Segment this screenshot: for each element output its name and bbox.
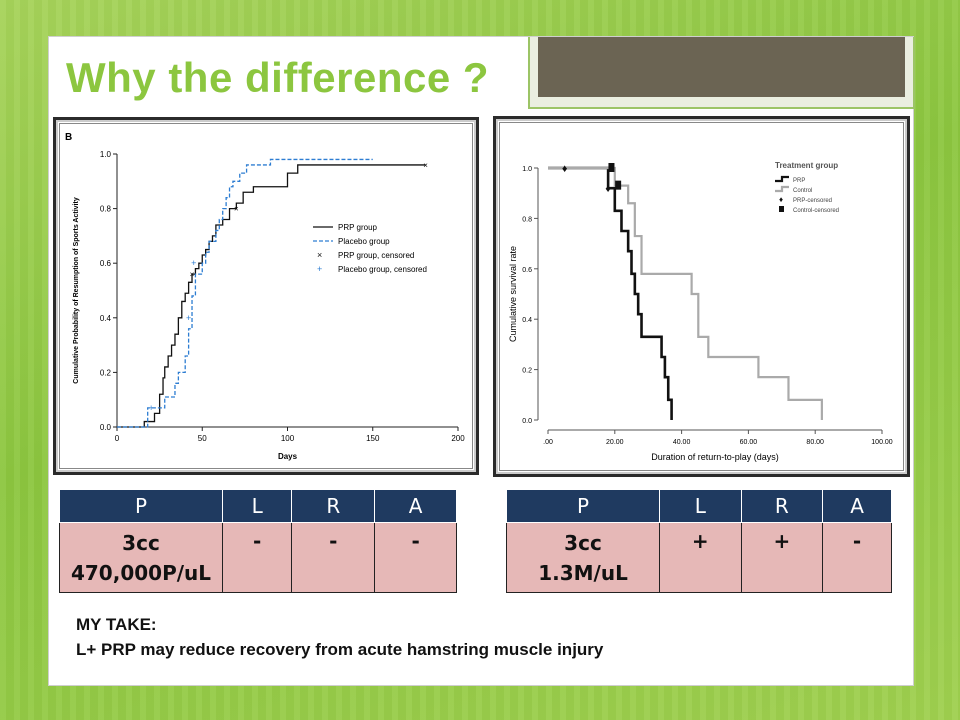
legend-label: Control xyxy=(793,188,812,194)
col-header: A xyxy=(374,489,457,523)
col-header: R xyxy=(291,489,376,523)
series-line-0 xyxy=(117,164,426,428)
y-tick-label: 0.6 xyxy=(100,259,112,268)
y-tick-label: 1.0 xyxy=(100,150,112,159)
legend-label: PRP-censored xyxy=(793,198,832,204)
col-header: A xyxy=(822,489,892,523)
censor-point-placebo: + xyxy=(191,258,196,268)
legend-label: Placebo group, censored xyxy=(338,265,427,274)
y-tick-label: 0.0 xyxy=(522,418,532,425)
table-row: 3cc 1.3M/uL + + - xyxy=(506,522,892,593)
x-tick-label: 20.00 xyxy=(606,439,624,446)
y-tick-label: 1.0 xyxy=(522,166,532,173)
censor-point-placebo: + xyxy=(148,403,153,413)
decorative-tab xyxy=(528,37,915,109)
table-header-row: P L R A xyxy=(506,489,892,523)
censor-point-control xyxy=(615,180,622,190)
slide-title: Why the difference ? xyxy=(66,54,490,101)
activation-cell: - xyxy=(374,522,457,593)
x-tick-label: .00 xyxy=(543,439,553,446)
x-tick-label: 100.00 xyxy=(871,439,893,446)
x-tick-label: 60.00 xyxy=(740,439,758,446)
y-tick-label: 0.6 xyxy=(522,267,532,274)
legend-label: PRP group, censored xyxy=(338,251,414,260)
take-text: L+ PRP may reduce recovery from acute ha… xyxy=(76,640,604,659)
legend-label: Control-censored xyxy=(793,208,839,214)
x-tick-label: 50 xyxy=(198,434,207,443)
legend-swatch: + xyxy=(317,264,322,274)
col-header: P xyxy=(59,489,223,523)
prp-placebo-chart: B 0 50 100 150 200 0.0 0.2 0.4 0.6 0.8 1.0 Days Cumul… xyxy=(65,132,465,461)
x-tick-label: 200 xyxy=(451,434,465,443)
y-axis-label: Cumulative survival rate xyxy=(508,246,518,342)
platelet-count: 1.3M/uL xyxy=(538,560,628,585)
y-axis-label: Cumulative Probability of Resumption of … xyxy=(73,197,80,384)
rbc-cell: + xyxy=(740,522,824,593)
table-row: 3cc 470,000P/uL - - - xyxy=(59,522,457,593)
censor-point-prp: × xyxy=(234,205,239,214)
legend-swatch: × xyxy=(317,250,322,260)
y-tick-label: 0.4 xyxy=(522,317,532,324)
leukocyte-cell: + xyxy=(659,522,742,593)
x-axis-label: Duration of return-to-play (days) xyxy=(651,452,779,462)
x-tick-label: 80.00 xyxy=(806,439,824,446)
platelet-volume: 3cc xyxy=(122,530,160,555)
left-chart-frame: B 0 50 100 150 200 0.0 0.2 0.4 0.6 0.8 1.0 Days Cumul… xyxy=(53,117,479,475)
legend-swatch xyxy=(775,185,789,193)
x-tick-label: 0 xyxy=(115,434,120,443)
legend-label: PRP xyxy=(793,178,805,184)
right-chart-frame: .00 20.00 40.00 60.00 80.00 100.00 0.0 0.2 0.4 0.… xyxy=(493,116,910,477)
y-tick-label: 0.8 xyxy=(522,216,532,223)
activation-cell: - xyxy=(822,522,892,593)
legend-title: Treatment group xyxy=(775,161,838,170)
censor-point-placebo: + xyxy=(186,313,191,323)
survival-chart: .00 20.00 40.00 60.00 80.00 100.00 0.0 0.2 0.4 0.… xyxy=(508,161,893,462)
col-header: R xyxy=(740,489,824,523)
legend-label: PRP group xyxy=(338,223,378,232)
series-line-1 xyxy=(117,158,373,428)
platelet-count: 470,000P/uL xyxy=(70,560,212,585)
legend-label: Placebo group xyxy=(338,237,390,246)
y-tick-label: 0.2 xyxy=(522,368,532,375)
col-header: P xyxy=(506,489,660,523)
censor-point-control xyxy=(608,163,615,172)
censor-point-prp: × xyxy=(423,161,428,170)
plra-table-right: P L R A 3cc 1.3M/uL + + - xyxy=(506,489,892,593)
panel-label: B xyxy=(65,132,72,143)
platelet-cell: 3cc 470,000P/uL xyxy=(59,522,223,593)
take-heading: MY TAKE: xyxy=(76,615,157,634)
censor-point-prp: ♦ xyxy=(605,183,611,195)
platelet-volume: 3cc xyxy=(564,530,602,555)
col-header: L xyxy=(659,489,742,523)
censor-point-prp: ♦ xyxy=(562,163,568,175)
legend-swatch xyxy=(775,175,789,183)
plra-table-left: P L R A 3cc 470,000P/uL - - - xyxy=(59,489,457,593)
y-tick-label: 0.8 xyxy=(100,205,112,214)
series-line-0 xyxy=(548,166,673,420)
legend-swatch xyxy=(779,206,784,212)
my-take: MY TAKE: L+ PRP may reduce recovery from… xyxy=(76,612,603,662)
rbc-cell: - xyxy=(291,522,376,593)
x-tick-label: 100 xyxy=(281,434,295,443)
table-header-row: P L R A xyxy=(59,489,457,523)
x-axis-label: Days xyxy=(278,452,298,461)
y-tick-label: 0.0 xyxy=(100,423,112,432)
platelet-cell: 3cc 1.3M/uL xyxy=(506,522,660,593)
series-line-1 xyxy=(548,166,823,420)
y-tick-label: 0.2 xyxy=(100,368,112,377)
censor-point-prp: × xyxy=(190,270,195,279)
x-tick-label: 150 xyxy=(366,434,380,443)
legend-swatch: ♦ xyxy=(779,195,783,204)
col-header: L xyxy=(221,489,293,523)
x-tick-label: 40.00 xyxy=(673,439,691,446)
y-tick-label: 0.4 xyxy=(100,314,112,323)
leukocyte-cell: - xyxy=(221,522,293,593)
